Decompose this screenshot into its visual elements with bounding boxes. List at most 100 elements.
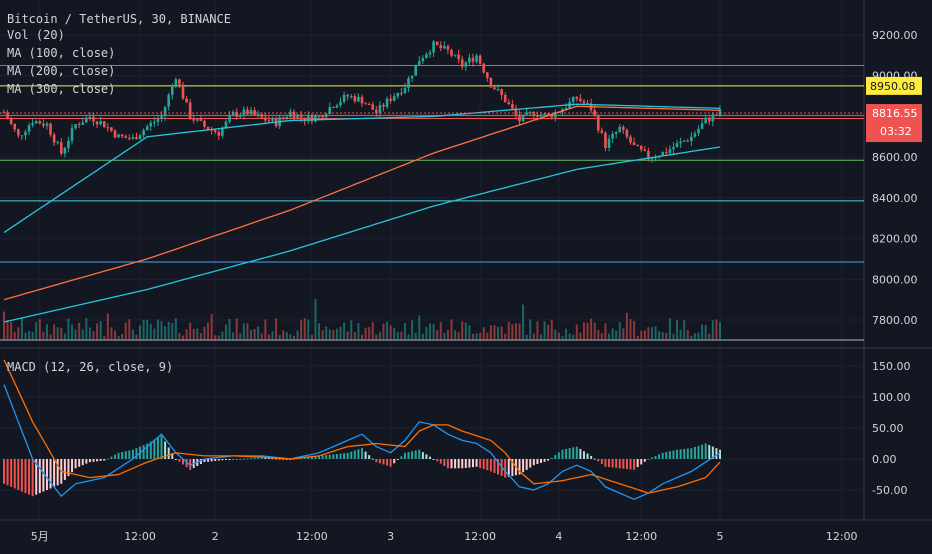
- volume-bar: [296, 330, 299, 340]
- candle-body: [221, 127, 224, 136]
- volume-bar: [711, 320, 714, 340]
- macd-histogram-bar: [615, 459, 618, 468]
- macd-histogram-bar: [454, 459, 457, 469]
- volume-bar: [113, 330, 116, 340]
- macd-histogram-bar: [701, 444, 704, 459]
- volume-bar: [475, 333, 478, 340]
- volume-bar: [704, 325, 707, 340]
- macd-histogram-bar: [42, 459, 45, 492]
- macd-histogram-bar: [396, 459, 399, 460]
- candle-body: [554, 111, 557, 118]
- candle-body: [38, 121, 42, 124]
- volume-bar: [622, 328, 625, 340]
- candle-body: [342, 94, 346, 102]
- volume-bar: [164, 326, 167, 340]
- macd-histogram-bar: [257, 457, 260, 459]
- candle-body: [668, 149, 672, 153]
- volume-bar: [160, 321, 163, 340]
- macd-tick-label: 150.00: [872, 360, 911, 373]
- candle-body: [435, 41, 439, 46]
- macd-histogram-bar: [475, 459, 478, 467]
- macd-histogram-bar: [708, 445, 711, 459]
- candle-body: [425, 54, 428, 59]
- volume-bar: [497, 326, 500, 340]
- volume-bar: [174, 318, 177, 340]
- volume-bar: [185, 328, 188, 340]
- volume-bar: [540, 334, 542, 340]
- volume-bar: [228, 318, 231, 340]
- time-tick-label: 12:00: [826, 530, 858, 543]
- ma100-line: [3, 103, 721, 234]
- macd-histogram-bar: [572, 447, 575, 459]
- macd-histogram-bar: [522, 459, 525, 473]
- volume-bar: [572, 334, 575, 340]
- macd-histogram-bar: [20, 459, 23, 492]
- volume-bar: [543, 321, 546, 340]
- volume-bar: [693, 333, 696, 340]
- macd-histogram-bar: [53, 459, 56, 487]
- last-price-tag[interactable]: [866, 104, 922, 143]
- volume-bar: [661, 332, 664, 340]
- volume-bar: [121, 334, 124, 340]
- volume-bar: [611, 328, 614, 340]
- volume-bar: [253, 328, 256, 340]
- volume-bar: [207, 322, 210, 340]
- candle-body: [56, 142, 59, 144]
- candle-body: [443, 45, 446, 49]
- time-tick-label: 12:00: [296, 530, 328, 543]
- candle-body: [507, 102, 511, 105]
- macd-histogram-bar: [35, 459, 38, 495]
- volume-bar: [149, 323, 152, 340]
- marked-level-label: 8950.08: [870, 80, 916, 93]
- volume-bar: [146, 319, 149, 340]
- volume-bar: [454, 330, 457, 340]
- time-tick-label: 3: [387, 530, 394, 543]
- volume-bar: [31, 331, 34, 340]
- candle-body: [349, 96, 353, 98]
- macd-histogram-bar: [489, 459, 492, 472]
- candle-body: [382, 105, 385, 107]
- macd-tick-label: -50.00: [872, 484, 907, 497]
- volume-bar: [568, 333, 571, 340]
- macd-histogram-bar: [378, 459, 381, 464]
- volume-bar: [335, 328, 338, 340]
- candle-body: [711, 114, 715, 122]
- marked-level-tag[interactable]: [866, 76, 922, 95]
- volume-bar: [300, 320, 303, 340]
- volume-bar: [6, 320, 9, 340]
- volume-bar: [575, 324, 578, 340]
- candle-body: [453, 54, 457, 56]
- candle-body: [650, 157, 654, 159]
- candle-body: [532, 112, 536, 116]
- macd-histogram-bar: [464, 459, 467, 468]
- volume-bar: [310, 334, 313, 340]
- candle-body: [518, 114, 521, 122]
- macd-histogram-bar: [543, 459, 546, 462]
- candle-body: [332, 107, 335, 109]
- macd-histogram-bar: [532, 459, 535, 466]
- candle-body: [188, 102, 192, 120]
- volume-bar: [224, 324, 227, 340]
- candle-body: [170, 85, 174, 95]
- candle-body: [310, 115, 314, 122]
- volume-bar: [382, 323, 385, 340]
- candle-body: [49, 123, 52, 135]
- volume-bar: [110, 327, 113, 340]
- candle-body: [317, 115, 321, 117]
- macd-histogram-bar: [135, 448, 138, 459]
- volume-bar: [153, 328, 156, 340]
- time-tick-label: 12:00: [625, 530, 657, 543]
- volume-bar: [71, 324, 74, 340]
- macd-histogram-bar: [253, 458, 256, 460]
- macd-histogram-bar: [45, 459, 48, 490]
- candle-body: [238, 115, 242, 117]
- macd-histogram-bar: [429, 456, 432, 459]
- volume-bar: [579, 332, 582, 340]
- volume-bar: [81, 329, 84, 340]
- candle-body: [120, 134, 124, 137]
- volume-bar: [35, 322, 38, 340]
- volume-bar: [421, 333, 424, 340]
- volume-bar: [701, 324, 704, 340]
- volume-bar: [339, 326, 342, 340]
